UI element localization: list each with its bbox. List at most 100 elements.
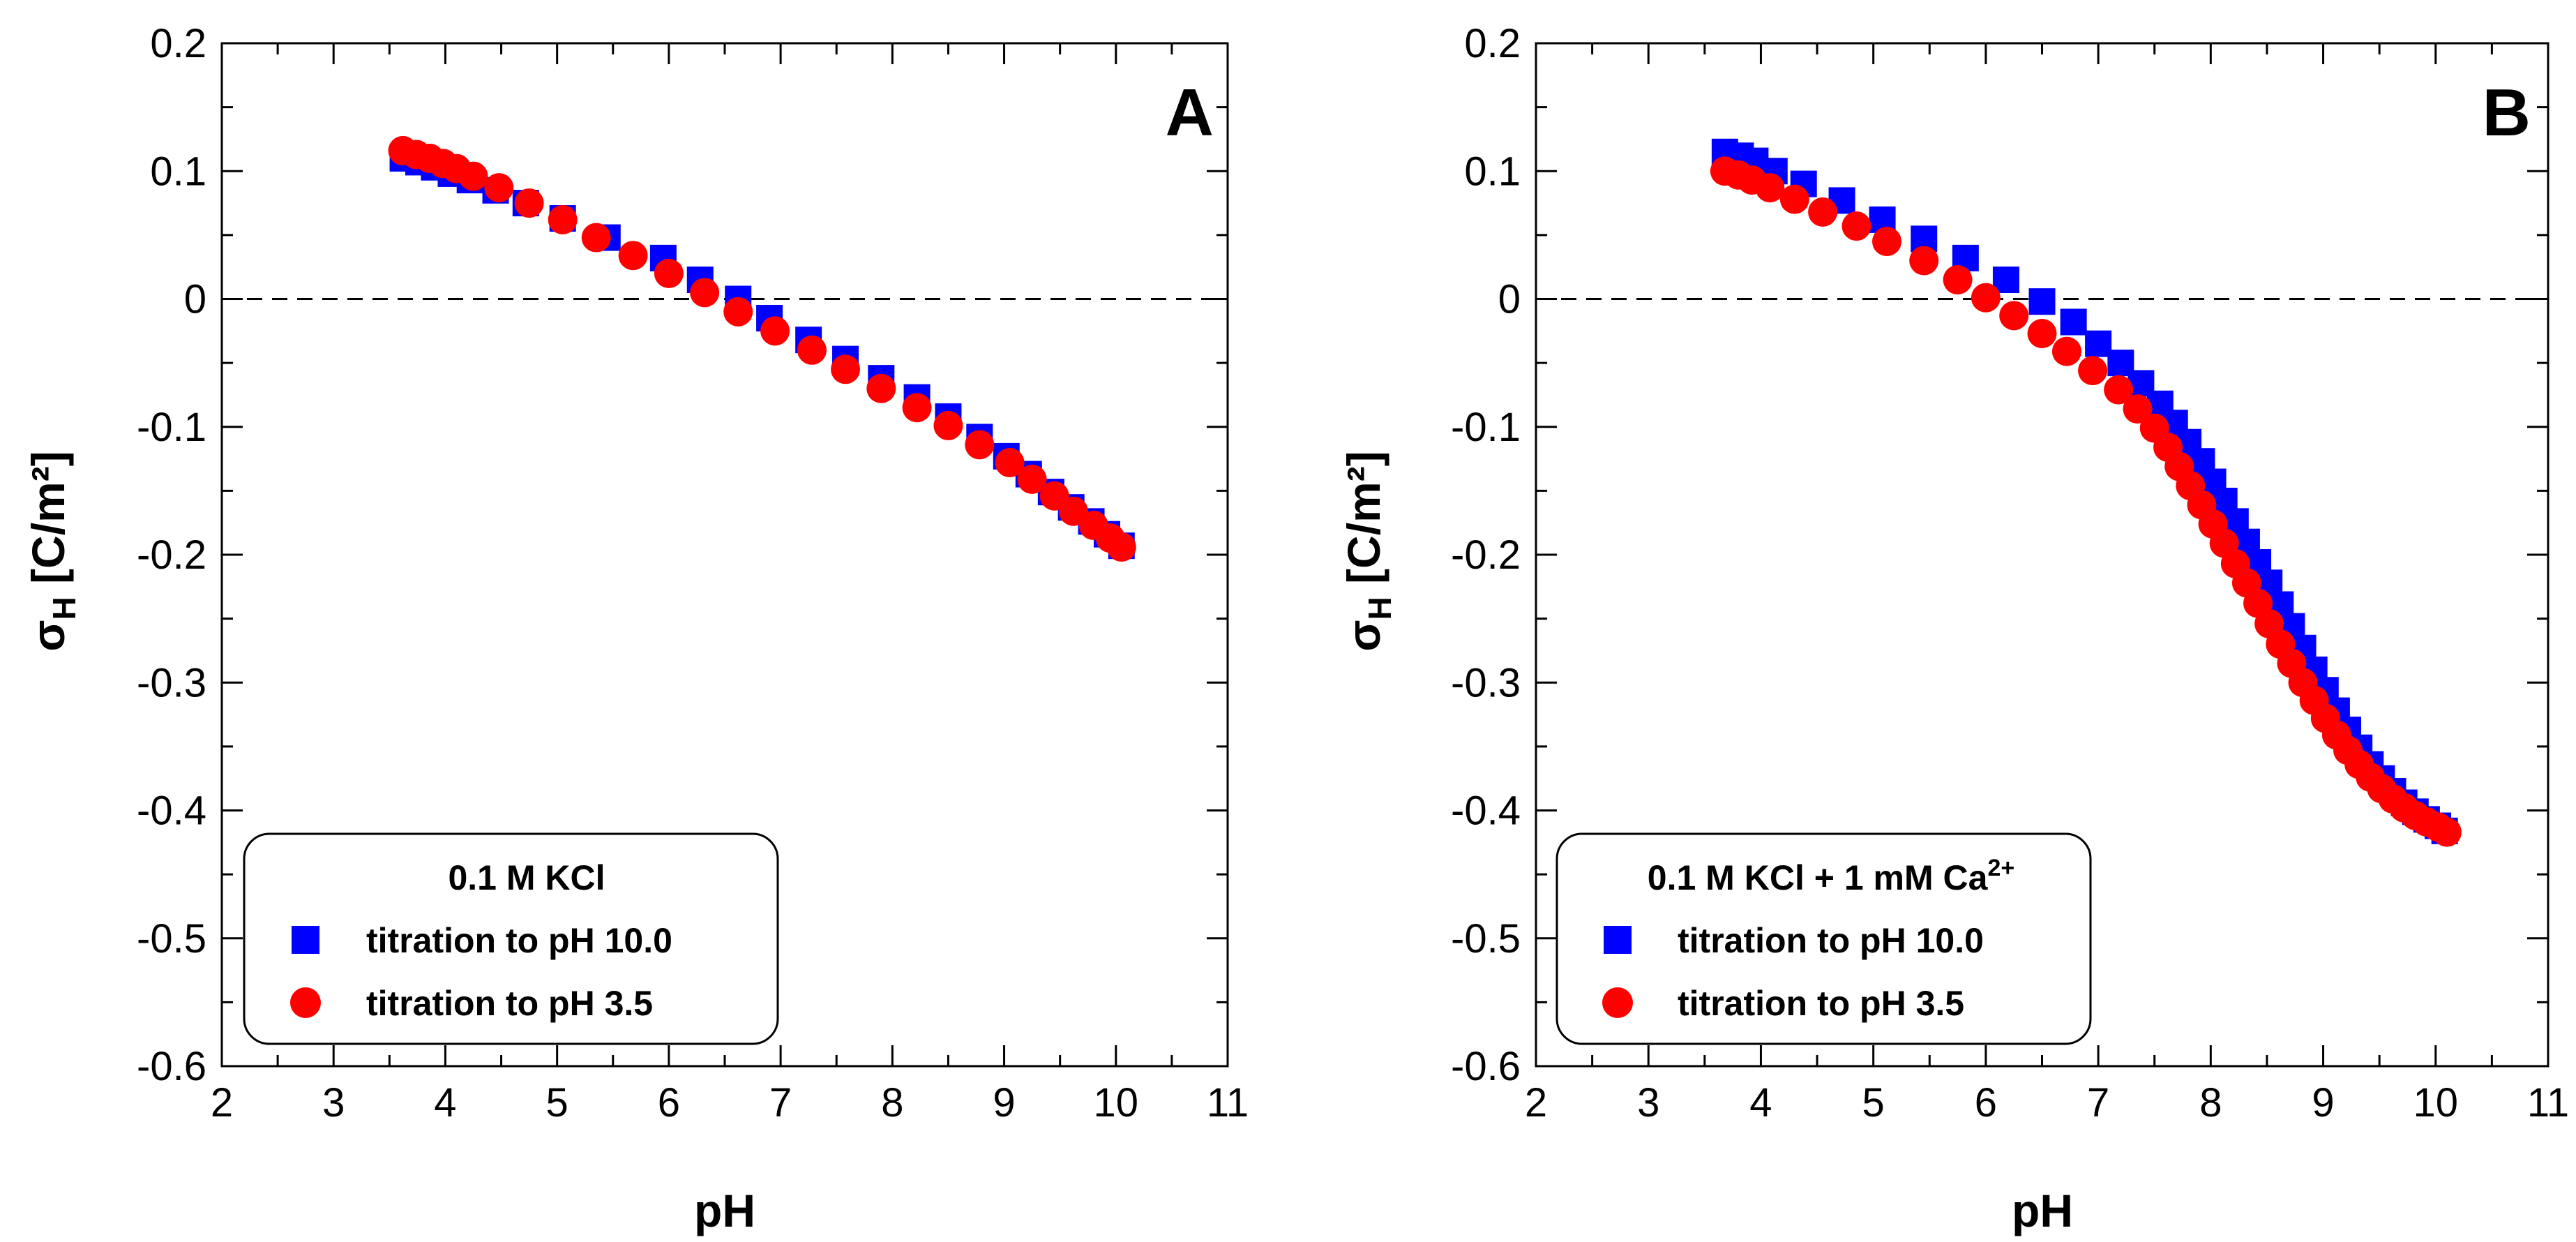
legend: 0.1 M KCl + 1 mM Ca2+ titration to pH 10… bbox=[1556, 832, 2092, 1045]
y-tick-label: 0.2 bbox=[1464, 21, 1521, 66]
legend-entry-label: titration to pH 10.0 bbox=[366, 921, 672, 960]
data-point-circle bbox=[484, 173, 514, 203]
x-tick-label: 7 bbox=[2087, 1080, 2109, 1125]
legend-title-text: 0.1 M KCl + 1 mM Ca bbox=[1648, 858, 1989, 897]
y-axis-title-sub: H bbox=[1362, 597, 1398, 620]
y-tick-labels: 0.2 0.1 0 -0.1 -0.2 -0.3 -0.4 -0.5 -0.6 bbox=[1451, 21, 1521, 1089]
x-tick-label: 8 bbox=[881, 1080, 903, 1125]
data-point-circle bbox=[2104, 375, 2134, 405]
x-tick-label: 7 bbox=[769, 1080, 792, 1125]
legend-entry-label: titration to pH 3.5 bbox=[366, 984, 653, 1023]
data-point-circle bbox=[2123, 394, 2153, 424]
x-tick-labels: 2 3 4 5 6 7 8 9 10 11 bbox=[211, 1080, 1249, 1125]
series-squares bbox=[389, 144, 1135, 560]
data-point-circle bbox=[1106, 532, 1136, 562]
data-point-circle bbox=[654, 258, 684, 288]
y-tick-label: 0.2 bbox=[150, 21, 206, 66]
data-point-square bbox=[2028, 288, 2056, 315]
legend-title: 0.1 M KCl bbox=[448, 858, 605, 897]
x-tick-label: 6 bbox=[1975, 1080, 1997, 1125]
data-point-circle bbox=[1779, 184, 1809, 214]
data-point-circle bbox=[1755, 173, 1785, 203]
y-tick-label: -0.3 bbox=[1451, 660, 1521, 705]
data-point-circle bbox=[2051, 336, 2081, 366]
data-point-circle bbox=[2432, 817, 2462, 847]
y-tick-label: -0.1 bbox=[1451, 405, 1521, 450]
legend-title-sup: 2+ bbox=[1987, 855, 2014, 881]
data-point-circle bbox=[618, 241, 648, 271]
x-tick-label: 8 bbox=[2199, 1080, 2222, 1125]
y-axis-title: σH [C/m²] bbox=[1338, 451, 1398, 651]
data-point-circle bbox=[866, 373, 896, 403]
x-tick-label: 5 bbox=[1862, 1080, 1885, 1125]
y-tick-label: -0.4 bbox=[137, 788, 206, 834]
legend-circle-marker bbox=[290, 987, 321, 1018]
panel-a: 2 3 4 5 6 7 8 9 10 11 0.2 0.1 0 -0.1 -0.2 -0.3 -0.4 -0.5… bbox=[22, 21, 1249, 1236]
y-tick-label: -0.3 bbox=[137, 660, 206, 705]
x-tick-label: 2 bbox=[211, 1080, 233, 1125]
panel-b: 2 3 4 5 6 7 8 9 10 11 0.2 0.1 0 -0.1 -0.2 -0.3 -0.4 -0.5… bbox=[1338, 21, 2569, 1236]
x-tick-label: 9 bbox=[993, 1080, 1015, 1125]
x-tick-label: 4 bbox=[1749, 1080, 1772, 1125]
data-point-square bbox=[2085, 330, 2112, 357]
legend-title-text: 0.1 M KCl bbox=[448, 858, 605, 897]
y-tick-label: 0.1 bbox=[150, 149, 206, 194]
legend-square-marker bbox=[1604, 926, 1632, 954]
data-point-circle bbox=[514, 188, 544, 218]
data-point-circle bbox=[723, 297, 753, 327]
x-tick-label: 4 bbox=[434, 1080, 456, 1125]
data-point-circle bbox=[1017, 464, 1047, 494]
data-point-circle bbox=[1971, 283, 2001, 313]
y-tick-label: -0.6 bbox=[1451, 1044, 1521, 1089]
data-point-circle bbox=[581, 223, 611, 253]
legend-circle-marker bbox=[1602, 987, 1633, 1018]
y-tick-label: -0.4 bbox=[1451, 788, 1521, 834]
data-point-circle bbox=[1909, 246, 1939, 276]
data-point-circle bbox=[2078, 356, 2108, 386]
data-point-circle bbox=[1808, 197, 1838, 227]
y-axis-title-main: σ bbox=[1338, 620, 1389, 652]
legend-box bbox=[243, 832, 779, 1045]
legend: 0.1 M KCl titration to pH 10.0 titration… bbox=[243, 832, 779, 1045]
plot-frame bbox=[220, 42, 1229, 1068]
x-tick-label: 3 bbox=[322, 1080, 345, 1125]
data-point-circle bbox=[995, 448, 1025, 478]
y-tick-labels: 0.2 0.1 0 -0.1 -0.2 -0.3 -0.4 -0.5 -0.6 bbox=[137, 21, 206, 1089]
data-point-circle bbox=[548, 204, 578, 234]
y-tick-label: 0 bbox=[184, 277, 206, 322]
data-point-circle bbox=[933, 410, 963, 440]
series-layer bbox=[1710, 138, 2462, 847]
data-point-circle bbox=[1943, 265, 1973, 295]
data-point-circle bbox=[965, 430, 995, 460]
data-point-circle bbox=[797, 335, 827, 365]
x-tick-label: 11 bbox=[1207, 1080, 1249, 1125]
y-tick-label: 0.1 bbox=[1464, 149, 1521, 194]
data-point-circle bbox=[690, 278, 720, 308]
x-tick-label: 10 bbox=[1094, 1080, 1139, 1125]
series-circles bbox=[388, 135, 1136, 562]
legend-entry-label: titration to pH 10.0 bbox=[1678, 921, 1984, 960]
y-axis-title: σH [C/m²] bbox=[22, 451, 82, 651]
series-circles bbox=[1710, 156, 2462, 847]
x-tick-label: 5 bbox=[546, 1080, 568, 1125]
x-tick-label: 11 bbox=[2527, 1080, 2569, 1125]
panel-label: B bbox=[2483, 75, 2531, 150]
data-point-circle bbox=[760, 316, 790, 346]
data-point-circle bbox=[1841, 211, 1871, 241]
x-tick-label: 3 bbox=[1637, 1080, 1659, 1125]
legend-entry-label: titration to pH 3.5 bbox=[1678, 984, 1964, 1023]
y-axis-title-main: σ bbox=[22, 620, 74, 652]
data-point-square bbox=[2060, 308, 2087, 336]
data-point-circle bbox=[458, 161, 488, 191]
y-tick-label: -0.2 bbox=[1451, 532, 1521, 578]
x-tick-labels: 2 3 4 5 6 7 8 9 10 11 bbox=[1525, 1080, 2569, 1125]
y-tick-label: -0.5 bbox=[137, 916, 206, 962]
series-layer bbox=[388, 135, 1136, 562]
y-axis-title-sub: H bbox=[46, 597, 82, 620]
data-point-circle bbox=[1999, 301, 2029, 331]
y-tick-label: 0 bbox=[1498, 277, 1521, 322]
x-axis-title: pH bbox=[694, 1185, 755, 1236]
y-tick-label: -0.1 bbox=[137, 405, 206, 450]
y-tick-label: -0.2 bbox=[137, 532, 206, 578]
